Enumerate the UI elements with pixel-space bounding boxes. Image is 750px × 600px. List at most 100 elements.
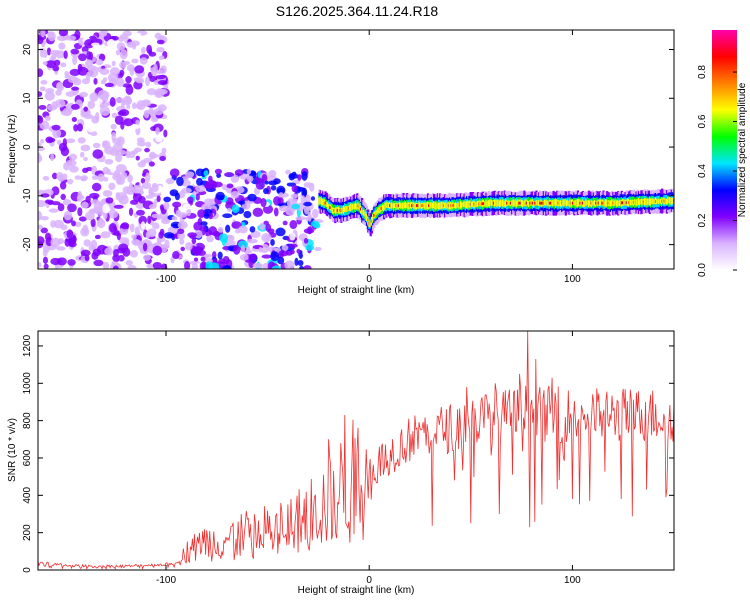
spectrogram-ridge-peak <box>534 201 537 205</box>
spectrogram-noise-blob <box>85 211 95 221</box>
spectrogram-noise-blob <box>48 208 59 213</box>
spectrogram-ridge-cell <box>553 199 556 206</box>
spectrogram-noise-blob <box>67 203 77 213</box>
spectrogram-ridge-cell <box>498 200 502 207</box>
spectrogram-noise-blob <box>270 239 275 246</box>
spectrogram-ridge-cell <box>522 200 525 208</box>
spectrogram-noise-blob <box>38 142 42 147</box>
spectrogram-noise-blob <box>128 182 133 192</box>
spectrogram-ridge-cell <box>489 199 492 208</box>
spectrogram-noise-blob <box>43 263 49 269</box>
spectrogram-noise-blob <box>131 234 137 239</box>
spectrogram-noise-blob <box>110 123 117 130</box>
spectrogram-noise-blob <box>156 195 161 203</box>
spectrogram-noise-blob <box>203 213 210 219</box>
spectrogram-ridge-cell <box>596 200 599 206</box>
spectrogram-noise-blob <box>163 84 169 89</box>
spectrogram-ridge-cell <box>582 200 586 207</box>
spectrogram-noise-blob <box>87 100 96 110</box>
spectrogram-ridge-cell <box>372 214 375 223</box>
spectrogram-ridge-peak <box>408 204 412 208</box>
colorbar-ticks: 0.0 0.2 0.4 0.6 0.8 <box>697 65 737 277</box>
spectrogram-noise-blob <box>208 212 214 220</box>
spectrogram-ridge-peak <box>473 202 476 206</box>
spectrogram-ridge-peak <box>380 207 383 210</box>
spectrogram-noise-blob <box>63 210 73 221</box>
spectrogram-ridge-cell <box>319 197 322 204</box>
spectrogram-ridge-cell <box>434 201 437 210</box>
spectrogram-noise-blob <box>102 261 110 269</box>
spectrogram-ridge-cell <box>386 201 389 209</box>
spectrogram-noise-blob <box>156 237 162 244</box>
spectrogram-noise-blob <box>277 256 285 265</box>
spectrogram-noise-blob <box>222 265 232 269</box>
spectrogram-ridge-cell <box>545 199 548 207</box>
spectrogram-ridge-cell <box>487 200 491 207</box>
spectrogram-noise-blob <box>291 203 300 210</box>
spectrogram-noise-blob <box>84 254 90 262</box>
spectrogram-noise-blob <box>275 227 286 237</box>
spectrogram-noise-blob <box>131 102 137 110</box>
spectrogram-ridge-cell <box>611 199 614 206</box>
spectrogram-ridge-cell <box>374 211 377 218</box>
spectrogram-ridge-cell <box>565 200 569 207</box>
spectrogram-noise-blob <box>71 220 76 227</box>
spectrogram-noise-blob <box>144 147 150 153</box>
x-tick-label: 100 <box>564 274 581 285</box>
spectrogram-noise-blob <box>219 233 229 243</box>
spectrogram-ridge-cell <box>493 199 497 207</box>
spectrogram-ridge-peak <box>579 201 582 205</box>
spectrogram-noise-blob <box>259 222 265 231</box>
spectrogram-noise-blob <box>172 251 180 259</box>
spectrogram-ridge-cell <box>468 200 471 208</box>
spectrogram-noise-blob <box>297 202 305 212</box>
spectrogram-noise-blob <box>261 254 272 259</box>
spectrogram-noise-blob <box>273 207 279 217</box>
spectrogram-noise-blob <box>69 165 79 173</box>
spectrogram-noise-blob <box>83 113 94 120</box>
spectrogram-noise-blob <box>214 168 222 175</box>
spectrogram-noise-blob <box>91 182 102 192</box>
spectrogram-noise-blob <box>111 60 116 67</box>
spectrogram-ridge-cell <box>623 199 626 206</box>
spectrogram-ridge-cell <box>636 199 639 207</box>
spectrogram-ridge-cell <box>639 199 642 206</box>
spectrogram-noise-blob <box>177 232 186 240</box>
spectrogram-noise-blob <box>222 255 230 265</box>
spectrogram-ridge-cell <box>524 199 527 206</box>
spectrogram-ridge-cell <box>504 199 508 207</box>
spectrogram-noise-blob <box>65 60 70 71</box>
spectrogram-noise-blob <box>51 124 61 131</box>
spectrogram-ridge-cell <box>528 200 531 208</box>
spectrogram-noise-blob <box>230 190 240 199</box>
spectrogram-noise-blob <box>140 221 146 230</box>
spectrogram-noise-blob <box>119 33 129 40</box>
spectrogram-noise-blob <box>289 232 296 241</box>
spectrogram-noise-blob <box>47 137 56 143</box>
spectrogram-ridge-cell <box>646 198 649 206</box>
spectrogram-ridge-cell <box>670 197 673 205</box>
spectrogram-noise-blob <box>200 221 208 226</box>
spectrogram-noise-blob <box>42 256 49 264</box>
spectrogram-ridge-cell <box>497 199 500 207</box>
spectrogram-noise-blob <box>155 74 166 80</box>
spectrogram-noise-blob <box>125 260 133 266</box>
spectrogram-ridge-cell <box>490 199 493 206</box>
spectrogram-noise-blob <box>222 213 233 219</box>
spectrogram-noise-blob <box>82 167 89 174</box>
spectrogram-noise-blob <box>63 50 68 60</box>
spectrogram-ridge-cell <box>512 199 515 207</box>
spectrogram-noise-blob <box>278 192 284 199</box>
spectrogram-noise-blob <box>87 125 96 133</box>
spectrogram-ridge-cell <box>369 221 372 228</box>
spectrogram-noise-blob <box>56 140 62 145</box>
spectrogram-noise-blob <box>99 102 110 108</box>
spectrogram-noise-blob <box>141 36 147 43</box>
spectrogram-noise-blob <box>65 35 77 41</box>
spectrogram-ridge-cell <box>457 202 460 208</box>
spectrogram-noise-blob <box>129 223 135 233</box>
spectrogram-ridge-cell <box>344 206 347 212</box>
spectrogram-noise-blob <box>71 117 77 122</box>
spectrogram-noise-blob <box>95 58 104 66</box>
